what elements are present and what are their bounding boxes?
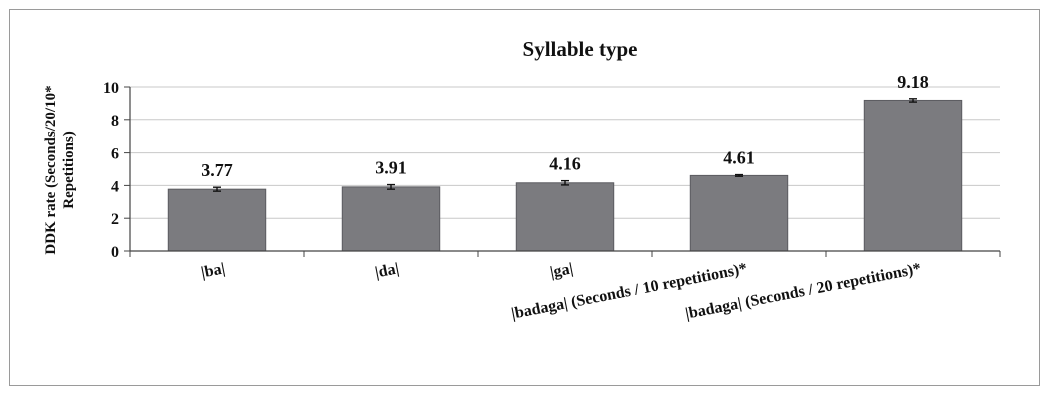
y-axis-label-line-1: DDK rate (Seconds/20/10*: [43, 85, 59, 254]
error-bar: [387, 183, 395, 190]
bar: [863, 99, 963, 252]
data-label: 3.91: [375, 158, 407, 178]
y-tick-label: 4: [111, 178, 119, 195]
x-category-label: |da|: [374, 260, 401, 281]
data-label: 3.77: [201, 160, 233, 180]
error-bar: [909, 98, 917, 103]
y-tick-label: 0: [111, 244, 119, 261]
data-label: 4.61: [723, 148, 755, 168]
bars: [167, 98, 963, 252]
y-tick-label: 2: [111, 211, 119, 228]
bar: [689, 174, 789, 252]
x-category-label: |ga|: [549, 260, 575, 281]
y-axis-label: DDK rate (Seconds/20/10* Repetitions): [43, 85, 77, 254]
bar: [515, 182, 615, 252]
bar: [167, 188, 267, 252]
axes: [124, 86, 1001, 257]
x-category-label: |ba|: [200, 260, 227, 281]
chart-title: Syllable type: [523, 37, 638, 61]
error-bar: [561, 179, 569, 186]
y-tick-label: 6: [111, 146, 119, 163]
data-label: 9.18: [897, 72, 929, 92]
y-tick-label: 10: [103, 80, 119, 97]
error-bar: [735, 173, 743, 177]
error-bar: [213, 186, 221, 192]
y-axis-label-line-2: Repetitions): [61, 131, 77, 209]
bar: [341, 186, 441, 252]
data-label: 4.16: [549, 154, 581, 174]
y-tick-label: 8: [111, 113, 119, 130]
